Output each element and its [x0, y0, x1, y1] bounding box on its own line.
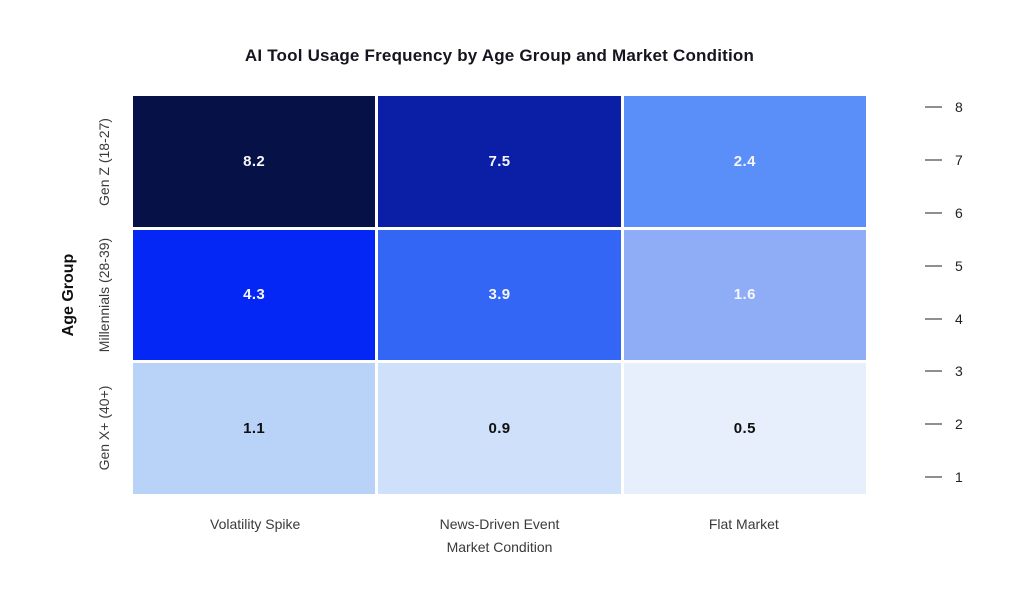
heatmap-cell: 0.9 — [378, 363, 621, 494]
heatmap-cell: 8.2 — [133, 96, 376, 227]
colorbar-tick: 5 — [925, 257, 963, 275]
colorbar-tick: 8 — [925, 98, 963, 116]
colorbar-tick: 6 — [925, 204, 963, 222]
x-tick-label: Volatility Spike — [210, 516, 301, 532]
y-tick-label: Millennials (28-39) — [96, 237, 112, 353]
heatmap-grid: 8.2 7.5 2.4 4.3 3.9 1.6 1.1 0.9 0.5 — [133, 96, 866, 494]
heatmap-cell: 2.4 — [623, 96, 866, 227]
y-axis-title: Age Group — [60, 253, 77, 337]
colorbar-tick-mark — [925, 212, 942, 214]
x-tick-label: News-Driven Event — [439, 516, 560, 532]
x-axis-ticks: Volatility Spike News-Driven Event Flat … — [133, 516, 866, 532]
colorbar-tick-mark — [925, 370, 942, 372]
colorbar-tick: 3 — [925, 362, 963, 380]
heatmap-cell: 7.5 — [378, 96, 621, 227]
colorbar-tick-label: 2 — [955, 416, 963, 432]
colorbar-tick: 1 — [925, 468, 963, 486]
colorbar-tick-mark — [925, 265, 942, 267]
colorbar-tick-mark — [925, 106, 942, 108]
heatmap-cell: 4.3 — [133, 229, 376, 361]
colorbar-tick-mark — [925, 318, 942, 320]
colorbar-tick-mark — [925, 476, 942, 478]
colorbar-tick-mark — [925, 159, 942, 161]
colorbar-tick: 7 — [925, 151, 963, 169]
heatmap-cell: 1.1 — [133, 363, 376, 494]
heatmap-cell: 1.6 — [623, 229, 866, 361]
heatmap-cell: 0.5 — [623, 363, 866, 494]
colorbar-tick-label: 7 — [955, 152, 963, 168]
heatmap-cell: 3.9 — [378, 229, 621, 361]
colorbar-tick-label: 4 — [955, 311, 963, 327]
colorbar-tick-mark — [925, 423, 942, 425]
colorbar-tick-label: 5 — [955, 258, 963, 274]
y-tick-label: Gen X+ (40+) — [96, 385, 112, 471]
x-axis-title: Market Condition — [446, 539, 553, 555]
x-tick-label: Flat Market — [708, 516, 779, 532]
y-tick-label: Gen Z (18-27) — [96, 118, 112, 206]
colorbar-tick: 4 — [925, 310, 963, 328]
colorbar-tick-label: 8 — [955, 99, 963, 115]
colorbar-tick: 2 — [925, 415, 963, 433]
colorbar-tick-label: 1 — [955, 469, 963, 485]
colorbar-tick-label: 6 — [955, 205, 963, 221]
chart-title: AI Tool Usage Frequency by Age Group and… — [244, 46, 755, 65]
colorbar-tick-label: 3 — [955, 363, 963, 379]
